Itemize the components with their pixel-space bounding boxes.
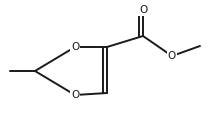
Text: O: O (139, 5, 147, 15)
Text: O: O (71, 90, 79, 100)
Text: O: O (168, 51, 176, 61)
Text: O: O (71, 42, 79, 52)
